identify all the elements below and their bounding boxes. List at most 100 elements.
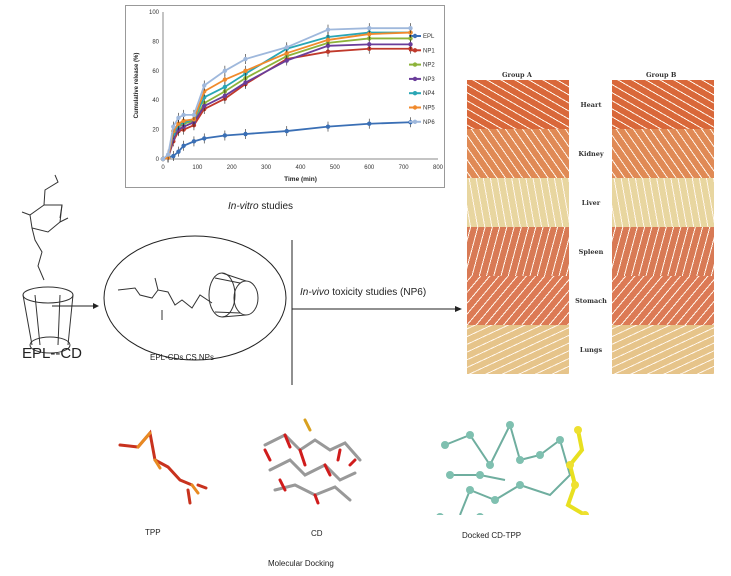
scheme-graphic <box>21 174 462 385</box>
histology-liver-group-b <box>612 178 714 227</box>
epl-cd-label: EPL--CD <box>22 345 83 362</box>
in-vitro-italic: In-vitro <box>228 201 259 212</box>
data-point-epl <box>243 131 248 137</box>
histology-liver-group-a <box>467 178 569 227</box>
legend-label-np2: NP2 <box>423 63 435 69</box>
data-point-np6 <box>243 56 248 62</box>
data-point-np1 <box>325 49 331 54</box>
data-point-np6 <box>191 112 197 118</box>
histology-stomach-group-b <box>612 276 714 325</box>
data-point-np3 <box>408 42 413 47</box>
release-chart: 0 100 200 300 400 500 600 700 800 0 20 40 60 80 100 Tim… <box>125 5 445 188</box>
data-point-np6 <box>165 152 171 157</box>
data-point-epl <box>176 149 181 154</box>
data-point-np6 <box>408 25 413 31</box>
histology-spleen-group-a <box>467 227 569 276</box>
x-tick-label: 100 <box>192 165 203 171</box>
data-point-np3 <box>243 80 248 85</box>
y-tick-label: 0 <box>156 157 160 163</box>
legend-label-np6: NP6 <box>423 120 435 126</box>
data-point-np6 <box>160 156 166 162</box>
in-vivo-rest: toxicity studies (NP6) <box>329 287 427 298</box>
x-tick-label: 0 <box>161 165 165 171</box>
legend-marker <box>412 48 418 53</box>
organ-label: Kidney <box>578 150 604 158</box>
histology-lungs-group-a <box>467 325 569 374</box>
data-point-np2 <box>408 36 413 41</box>
molecular-docking-label: Molecular Docking <box>268 559 334 568</box>
tpp-molecule <box>118 429 208 505</box>
data-point-np4 <box>222 84 228 90</box>
histology-stomach-group-a <box>467 276 569 325</box>
docking-graphic <box>118 418 589 515</box>
in-vivo-caption: In-vivo toxicity studies (NP6) <box>300 287 426 298</box>
arrowhead <box>93 303 99 309</box>
y-tick-label: 100 <box>149 10 160 16</box>
y-axis-label: Cumulative release (%) <box>134 53 140 119</box>
group-a-label: Group A <box>502 71 532 79</box>
docked-molecule <box>436 421 589 515</box>
data-point-np6 <box>171 124 176 129</box>
data-point-np3 <box>325 43 331 49</box>
data-point-np6 <box>367 25 372 31</box>
data-point-np6 <box>176 115 181 121</box>
legend-label-np3: NP3 <box>423 77 435 83</box>
organ-label: Heart <box>580 101 602 109</box>
data-point-epl <box>191 139 197 144</box>
data-point-np5 <box>243 68 248 73</box>
y-tick-label: 40 <box>152 98 159 104</box>
x-tick-label: 200 <box>227 165 238 171</box>
histology-lungs-group-b <box>612 325 714 374</box>
organ-label: Stomach <box>575 297 607 305</box>
data-point-np3 <box>222 93 228 98</box>
histology-heart-group-b <box>612 80 714 129</box>
tpp-label: TPP <box>145 528 161 537</box>
data-point-np5 <box>284 50 289 56</box>
data-point-epl <box>367 121 372 126</box>
data-point-epl <box>171 153 176 159</box>
data-point-np6 <box>325 27 331 32</box>
histology-kidney-group-a <box>467 129 569 178</box>
x-tick-label: 400 <box>295 165 306 171</box>
epl-cd-molecule <box>21 174 74 354</box>
x-tick-label: 800 <box>433 165 444 171</box>
legend-label-np1: NP1 <box>423 48 435 54</box>
nps-molecule <box>117 272 259 320</box>
release-chart-svg: 0 100 200 300 400 500 600 700 800 0 20 40 60 80 100 Tim… <box>134 10 444 183</box>
data-point-epl <box>325 124 331 129</box>
histology-heart-group-a <box>467 80 569 129</box>
in-vivo-italic: In-vivo <box>300 287 330 298</box>
data-point-np5 <box>325 37 331 43</box>
data-point-epl <box>202 136 207 141</box>
docked-label: Docked CD-TPP <box>462 531 522 540</box>
organ-label: Lungs <box>579 346 603 354</box>
cd-molecule <box>263 418 362 505</box>
legend-marker <box>412 62 418 67</box>
in-vitro-rest: studies <box>258 201 294 212</box>
cd-label: CD <box>311 529 323 538</box>
legend-marker <box>412 76 418 82</box>
data-point-np5 <box>222 77 228 82</box>
data-point-np6 <box>284 45 289 50</box>
legend-marker <box>412 33 418 39</box>
data-point-np3 <box>367 42 372 47</box>
x-tick-label: 500 <box>330 165 341 171</box>
x-tick-label: 700 <box>399 165 410 171</box>
data-point-np5 <box>181 118 186 123</box>
organ-label: Spleen <box>578 248 604 256</box>
organ-label: Liver <box>581 199 601 207</box>
data-point-np3 <box>284 58 289 63</box>
legend-marker <box>412 105 418 110</box>
legend-label-np5: NP5 <box>423 106 435 112</box>
y-tick-label: 80 <box>152 39 159 45</box>
data-point-epl <box>222 133 228 138</box>
x-tick-label: 300 <box>261 165 272 171</box>
data-point-np6 <box>181 112 186 118</box>
arrowhead <box>455 306 462 312</box>
data-point-np6 <box>202 83 207 88</box>
x-axis-label: Time (min) <box>284 176 317 183</box>
x-tick-label: 600 <box>364 165 375 171</box>
y-tick-label: 60 <box>152 69 159 75</box>
legend-marker <box>412 119 418 125</box>
data-point-np5 <box>176 121 181 126</box>
